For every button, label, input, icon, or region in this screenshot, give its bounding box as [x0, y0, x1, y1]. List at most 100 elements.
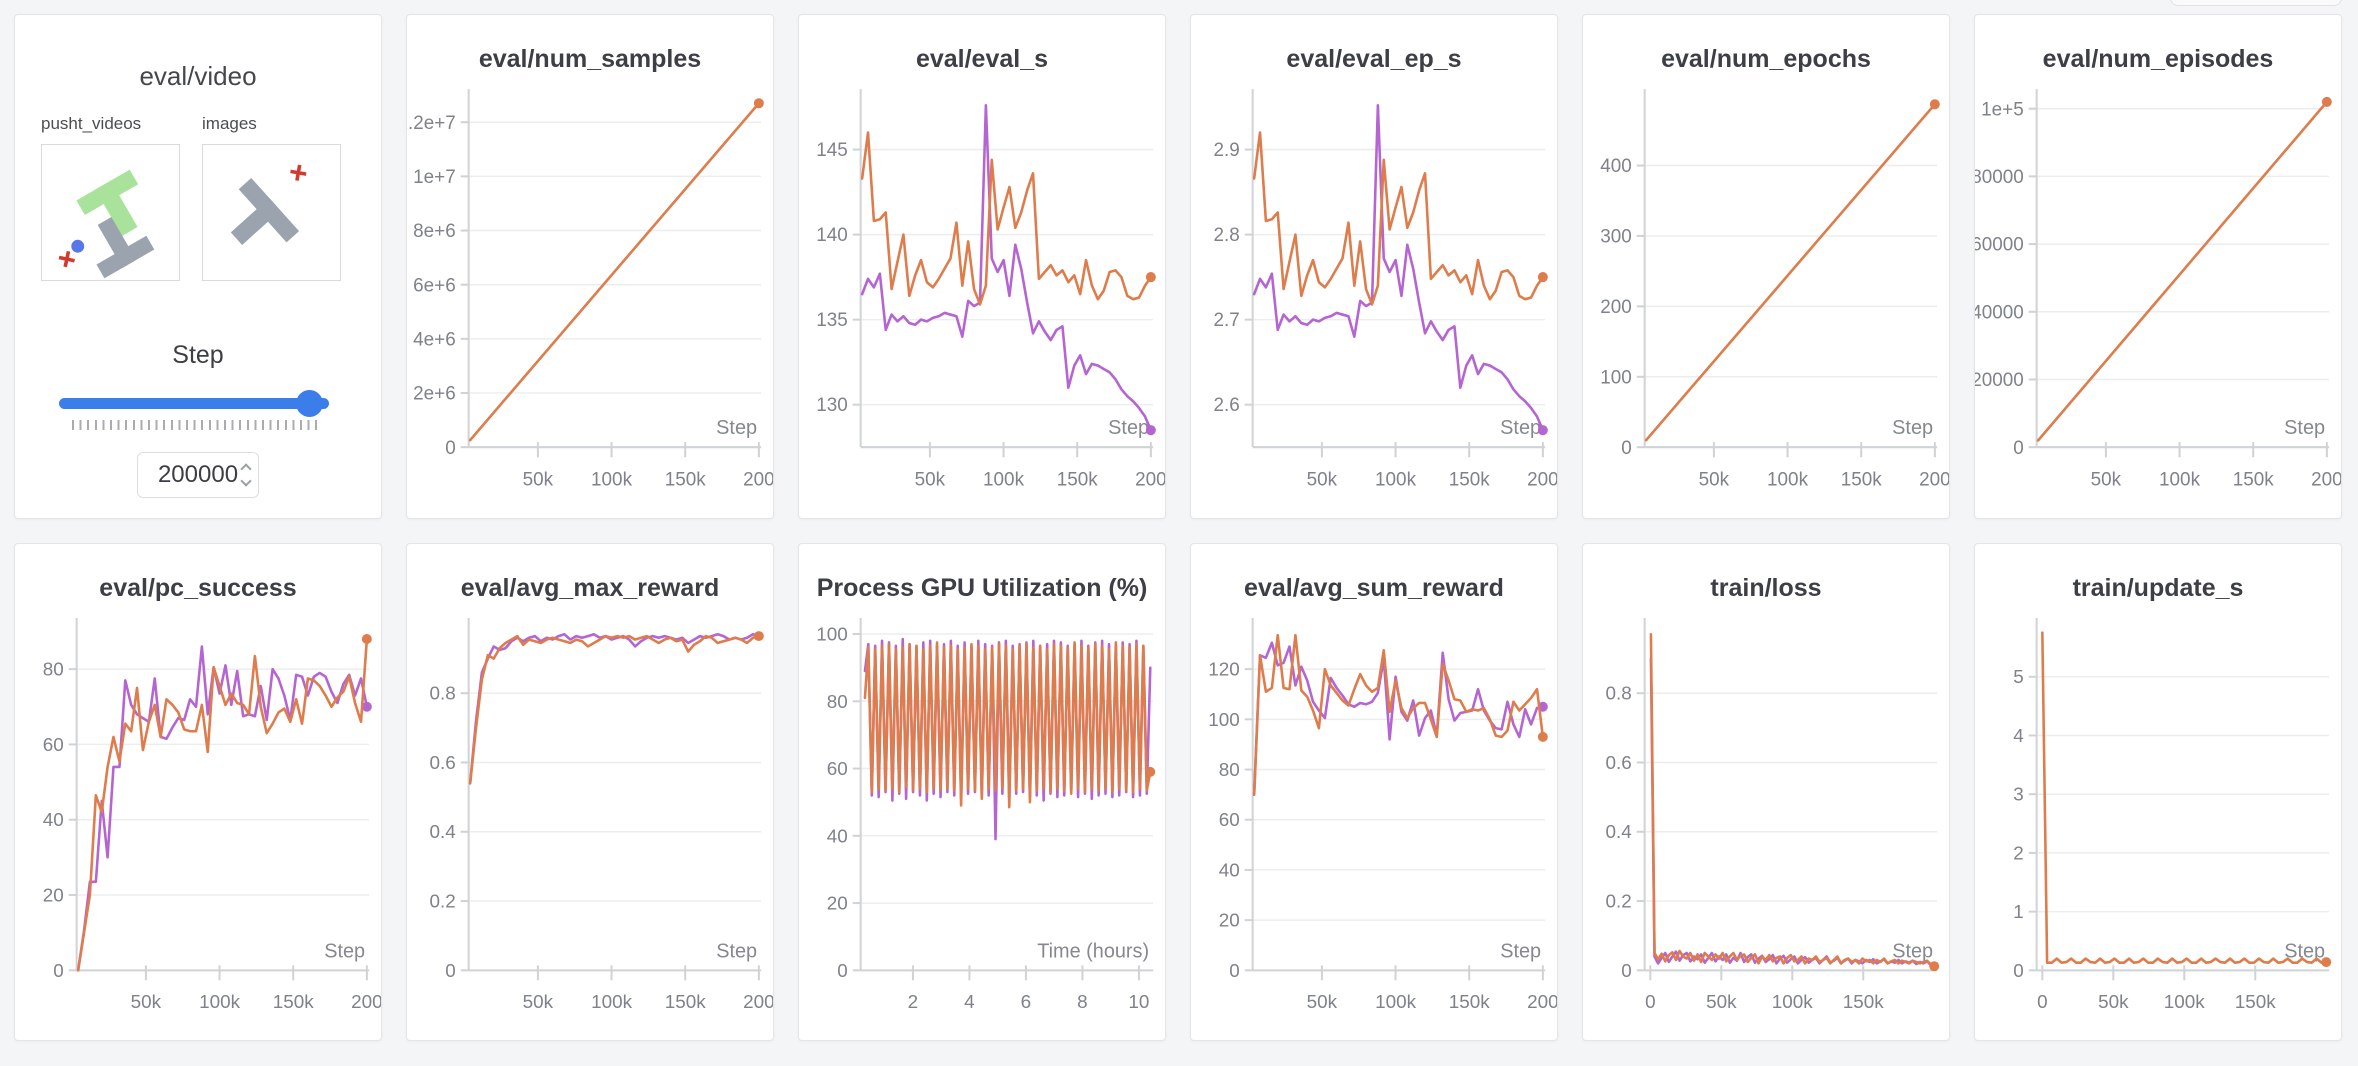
svg-text:0: 0	[1621, 438, 1632, 459]
svg-text:100k: 100k	[1772, 992, 1814, 1013]
chevron-up-icon[interactable]	[240, 463, 252, 475]
svg-text:100: 100	[1600, 367, 1632, 388]
chart-canvas[interactable]: 0 100 200 300 400 50k 100k 150k 200 Step	[1583, 83, 1949, 518]
svg-text:Step: Step	[1500, 940, 1541, 962]
images-thumbnail[interactable]	[202, 144, 341, 281]
slider-track[interactable]	[59, 398, 329, 409]
chart-canvas[interactable]: 0 20 40 60 80 100 2 4 6 8 10 Time (hours)	[799, 612, 1165, 1040]
step-value-input[interactable]: 200000	[137, 452, 259, 498]
svg-text:100k: 100k	[591, 469, 632, 490]
chart-canvas[interactable]: 0 0.2 0.4 0.6 0.8 0 50k 100k 150k Step	[1583, 612, 1949, 1040]
svg-text:Step: Step	[1108, 417, 1149, 439]
svg-text:40: 40	[1219, 860, 1240, 881]
pusht-video-thumbnail[interactable]	[41, 144, 180, 281]
chart-canvas[interactable]: 0 20000 40000 60000 80000 1e+5 50k 100k 150k 200 S…	[1975, 83, 2341, 518]
svg-text:0: 0	[53, 961, 64, 982]
chart-canvas[interactable]: 0 0.2 0.4 0.6 0.8 50k 100k 150k 200 Step	[407, 612, 773, 1040]
svg-text:150k: 150k	[1057, 469, 1098, 490]
svg-text:150k: 150k	[665, 469, 706, 490]
media-label: images	[202, 114, 257, 133]
svg-text:0.2: 0.2	[429, 892, 455, 913]
svg-text:60: 60	[43, 735, 64, 756]
svg-text:200: 200	[1527, 992, 1557, 1013]
svg-text:100k: 100k	[1375, 992, 1417, 1013]
svg-text:Step: Step	[1892, 940, 1933, 962]
images-scene-image	[230, 164, 307, 245]
svg-text:100k: 100k	[2159, 469, 2200, 490]
panel-title: eval/pc_success	[99, 574, 297, 602]
partial-panel-fragment	[2170, 0, 2342, 6]
svg-text:0.6: 0.6	[429, 753, 455, 774]
svg-text:0.2: 0.2	[1605, 892, 1631, 913]
gray-t-block	[230, 177, 300, 245]
chart-canvas[interactable]: 0 20 40 60 80 100 120 50k 100k 150k 200 Step	[1191, 612, 1557, 1040]
slider-handle[interactable]	[296, 390, 323, 417]
svg-text:1e+7: 1e+7	[413, 167, 456, 188]
svg-text:135: 135	[816, 310, 848, 331]
svg-text:0: 0	[445, 438, 456, 459]
panel-title: train/loss	[1710, 574, 1822, 602]
svg-text:0: 0	[2013, 961, 2024, 982]
svg-text:50k: 50k	[523, 992, 554, 1013]
svg-text:150k: 150k	[1841, 469, 1882, 490]
svg-text:20: 20	[1219, 911, 1240, 932]
svg-text:0.6: 0.6	[1605, 753, 1631, 774]
svg-text:1.2e+7: 1.2e+7	[407, 113, 456, 134]
svg-text:2: 2	[2013, 843, 2024, 864]
svg-text:50k: 50k	[131, 992, 162, 1013]
svg-text:4: 4	[964, 992, 975, 1013]
svg-text:0: 0	[837, 961, 848, 982]
svg-text:145: 145	[816, 140, 848, 161]
panel-eval-pc-success: eval/pc_success 0 20 40 60 80 50k 100k 150k 200 S…	[14, 543, 382, 1041]
step-slider[interactable]	[59, 390, 329, 417]
svg-text:3: 3	[2013, 785, 2024, 806]
panel-eval-video: eval/video pusht_videos	[14, 14, 382, 519]
svg-text:Step: Step	[2284, 417, 2325, 439]
svg-text:10: 10	[1128, 992, 1149, 1013]
svg-text:2e+6: 2e+6	[413, 383, 456, 404]
svg-text:300: 300	[1600, 226, 1632, 247]
svg-text:200: 200	[743, 992, 773, 1013]
svg-text:Step: Step	[324, 940, 365, 962]
svg-text:100k: 100k	[983, 469, 1024, 490]
chart-canvas[interactable]: 0 2e+6 4e+6 6e+6 8e+6 1e+7 1.2e+7 50k 100k 150k 20…	[407, 83, 773, 518]
svg-text:130: 130	[816, 395, 848, 416]
chevron-down-icon[interactable]	[240, 475, 252, 487]
slider-tick-ruler	[72, 420, 319, 430]
svg-text:2.9: 2.9	[1213, 140, 1239, 161]
panel-title: Process GPU Utilization (%)	[816, 574, 1148, 602]
chart-canvas[interactable]: 130 135 140 145 50k 100k 150k 200 Step	[799, 83, 1165, 518]
panel-eval-avg-sum-reward: eval/avg_sum_reward 0 20 40 60 80 100 120 50k 10…	[1190, 543, 1558, 1041]
panel-title: train/update_s	[2072, 574, 2244, 602]
svg-text:60: 60	[827, 759, 848, 780]
svg-text:150k: 150k	[2233, 469, 2274, 490]
media-row: pusht_videos	[15, 114, 381, 281]
panel-title: eval/eval_s	[915, 45, 1049, 73]
svg-text:0.8: 0.8	[429, 684, 455, 705]
svg-text:200: 200	[1135, 469, 1165, 490]
step-control: Step 200000	[15, 341, 381, 498]
svg-text:6e+6: 6e+6	[413, 275, 456, 296]
svg-text:20: 20	[827, 894, 848, 915]
svg-text:150k: 150k	[1449, 469, 1490, 490]
panel-title: eval/avg_sum_reward	[1244, 574, 1504, 602]
chart-canvas[interactable]: 0 20 40 60 80 50k 100k 150k 200 Step	[15, 612, 381, 1040]
panel-title: eval/num_epochs	[1661, 45, 1871, 73]
chart-canvas[interactable]: 0 1 2 3 4 5 0 50k 100k 150k Step	[1975, 612, 2341, 1040]
svg-text:50k: 50k	[1307, 469, 1338, 490]
svg-text:50k: 50k	[2098, 992, 2129, 1013]
svg-text:0: 0	[445, 961, 456, 982]
svg-text:1e+5: 1e+5	[1981, 99, 2024, 120]
panel-eval-eval-s: eval/eval_s 130 135 140 145 50k 100k 150k 200 St…	[798, 14, 1166, 519]
svg-text:200: 200	[743, 469, 773, 490]
chart-canvas[interactable]: 2.6 2.7 2.8 2.9 50k 100k 150k 200 Step	[1191, 83, 1557, 518]
svg-text:40: 40	[43, 810, 64, 831]
svg-text:200: 200	[351, 992, 381, 1013]
svg-text:Step: Step	[2284, 940, 2325, 962]
svg-text:100: 100	[816, 624, 848, 645]
svg-text:20: 20	[43, 885, 64, 906]
svg-text:50k: 50k	[915, 469, 946, 490]
svg-text:40: 40	[827, 826, 848, 847]
svg-text:50k: 50k	[1706, 992, 1737, 1013]
svg-text:100k: 100k	[591, 992, 633, 1013]
